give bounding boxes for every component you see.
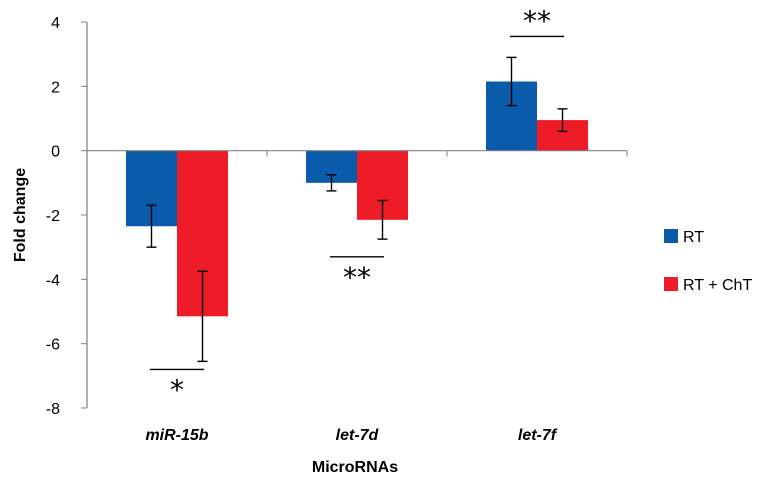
legend-swatch-rt <box>664 229 678 243</box>
y-axis-title: Fold change <box>12 168 29 262</box>
x-axis-category-labels: miR-15b let-7d let-7f <box>145 427 557 444</box>
legend-swatch-rt-cht <box>664 277 678 291</box>
y-axis-ticks: 4 2 0 -2 -4 -6 -8 <box>46 15 87 418</box>
y-tick-label: 4 <box>51 15 60 32</box>
significance-asterisk: * <box>170 373 184 406</box>
significance-asterisk: ** <box>343 261 371 294</box>
y-tick-label: -2 <box>46 208 60 225</box>
y-tick-label: -4 <box>46 272 60 289</box>
x-axis-title: MicroRNAs <box>312 459 398 476</box>
category-label: let-7f <box>518 427 558 444</box>
bar-group <box>126 81 588 317</box>
legend-label-rt-cht: RT + ChT <box>683 277 752 294</box>
significance-asterisk: ** <box>523 4 551 37</box>
category-label: miR-15b <box>145 427 208 444</box>
axes <box>86 22 628 408</box>
y-tick-label: 2 <box>51 79 60 96</box>
y-tick-label: 0 <box>51 144 60 161</box>
legend: RT RT + ChT <box>664 229 752 294</box>
error-bar-group <box>146 56 568 363</box>
legend-label-rt: RT <box>683 229 704 246</box>
y-tick-label: -6 <box>46 337 60 354</box>
category-label: let-7d <box>336 427 380 444</box>
y-tick-label: -8 <box>46 401 60 418</box>
significance-markers: ***** <box>150 4 564 406</box>
